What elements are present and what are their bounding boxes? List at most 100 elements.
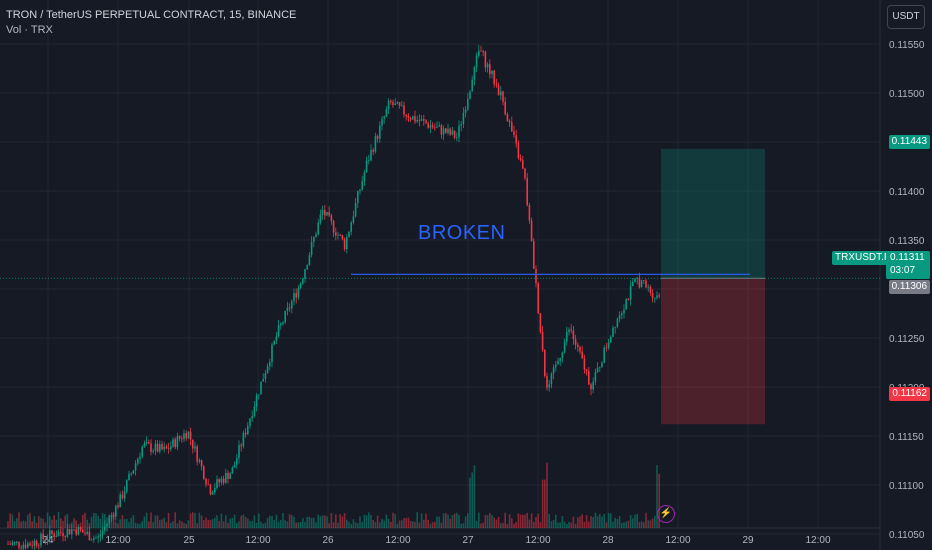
candle-body [491, 70, 493, 75]
candle-body [93, 537, 95, 540]
volume-bar [495, 519, 498, 528]
candle-body [607, 342, 610, 348]
candle-body [29, 543, 31, 546]
volume-bar [385, 514, 388, 528]
volume-bar [88, 523, 91, 528]
take-profit-zone [661, 148, 765, 279]
volume-bar [260, 521, 262, 528]
volume-bar [176, 523, 179, 528]
candle-body [209, 484, 212, 495]
candle-body [141, 446, 143, 457]
volume-bar [130, 517, 132, 528]
y-tick-label: 0.11350 [889, 236, 925, 247]
volume-bar [491, 515, 493, 528]
volume-bar [324, 515, 326, 528]
volume-bar [596, 516, 599, 528]
candle-body [341, 235, 344, 240]
candle-body [247, 425, 249, 435]
candle-body [255, 395, 258, 407]
candle-body [101, 530, 104, 535]
candle-body [304, 269, 306, 279]
volume-bar [522, 514, 524, 528]
volume-bar [618, 516, 621, 528]
volume-bar [255, 522, 258, 528]
x-tick-label: 29 [742, 535, 754, 546]
candle-body [13, 541, 16, 543]
candle-body [572, 330, 575, 340]
candle-body [348, 231, 350, 237]
volume-bar [40, 518, 42, 528]
candle-body [493, 70, 495, 85]
volume-bar [517, 513, 520, 528]
volume-bar [132, 515, 135, 528]
candle-body [260, 381, 262, 395]
volume-bar [304, 521, 306, 528]
volume-bar [178, 520, 181, 528]
candle-body [176, 436, 179, 448]
volume-bar [141, 521, 143, 528]
candle-body [654, 297, 656, 299]
x-tick-label: 26 [322, 535, 334, 546]
volume-bar [482, 522, 484, 528]
volume-bar [539, 522, 542, 528]
volume-bar [38, 516, 40, 528]
candle-body [409, 118, 412, 120]
candle-body [216, 479, 218, 489]
volume-bar [398, 520, 401, 528]
broken-annotation[interactable]: BROKEN [418, 222, 506, 244]
candle-body [121, 494, 124, 499]
candle-body [623, 309, 625, 314]
volume-bar [541, 479, 544, 528]
candle-body [280, 323, 282, 326]
volume-bar [407, 517, 410, 528]
candle-body [156, 443, 159, 452]
candle-body [288, 307, 291, 309]
candle-body [541, 331, 544, 351]
volume-bar [504, 512, 506, 528]
candle-body [583, 358, 586, 370]
candle-body [427, 123, 429, 128]
volume-bar [27, 514, 29, 528]
volume-bar [337, 522, 339, 528]
volume-bar [97, 515, 99, 528]
volume-bar [464, 516, 467, 528]
candle-body [581, 351, 583, 359]
volume-indicator-label[interactable]: Vol · TRX [6, 24, 53, 36]
candle-body [115, 505, 117, 517]
candle-body [262, 379, 264, 382]
candle-body [579, 347, 581, 352]
volume-bar [108, 514, 110, 528]
volume-bar [143, 516, 146, 528]
candle-body [508, 120, 511, 123]
currency-button[interactable]: USDT [887, 5, 925, 29]
volume-bar [42, 518, 44, 528]
candle-body [174, 439, 176, 448]
volume-bar [44, 522, 47, 528]
volume-bar [343, 513, 346, 528]
candle-body [271, 344, 273, 363]
volume-bar [636, 513, 638, 528]
candle-body [185, 433, 187, 439]
volume-bar [11, 514, 14, 528]
candle-body [621, 313, 623, 316]
volume-bar [68, 523, 71, 528]
candle-body [504, 101, 506, 115]
volume-bar [436, 516, 438, 528]
candle-body [9, 543, 11, 545]
volume-bar [104, 514, 106, 528]
candle-body [51, 530, 53, 534]
candle-body [53, 533, 55, 538]
candle-body [57, 531, 60, 536]
candle-body [469, 91, 471, 99]
volume-bar [460, 523, 462, 528]
candle-body [315, 234, 317, 238]
candle-body [293, 293, 295, 302]
candle-body [291, 301, 293, 309]
candle-body [200, 460, 203, 467]
volume-bar [438, 516, 440, 528]
volume-bar [506, 523, 509, 528]
candle-body [27, 543, 29, 548]
lightning-icon[interactable]: ⚡ [657, 505, 675, 523]
volume-bar [649, 520, 652, 528]
